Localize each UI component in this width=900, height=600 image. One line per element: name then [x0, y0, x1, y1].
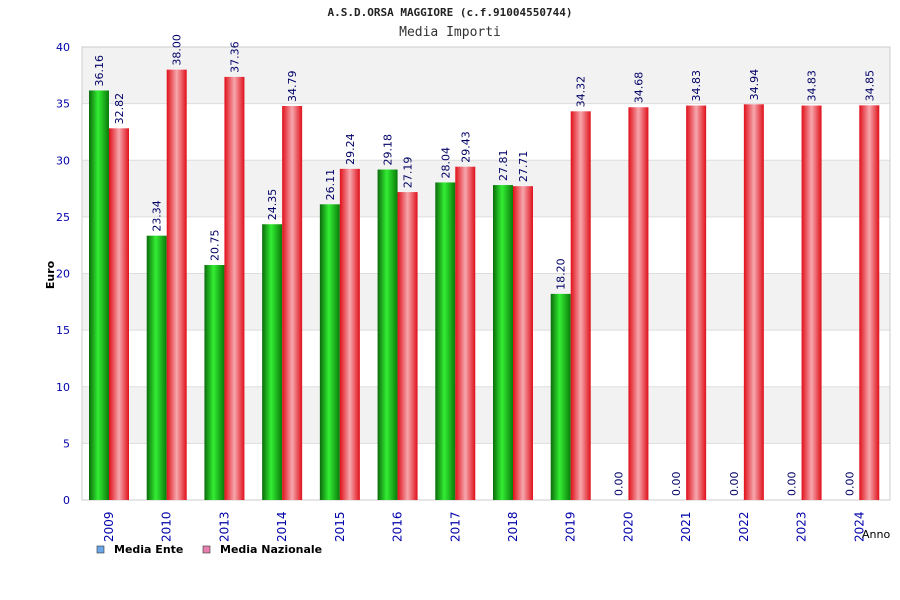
data-label: 34.83 — [806, 70, 819, 102]
bar-media-ente — [377, 169, 398, 500]
bar-media-nazionale — [109, 128, 129, 500]
x-tick-label: 2020 — [621, 511, 635, 542]
y-tick-label: 10 — [56, 381, 70, 394]
chart-title: A.S.D.ORSA MAGGIORE (c.f.91004550744) — [327, 6, 573, 19]
y-tick-label: 15 — [56, 324, 70, 337]
x-tick-label: 2018 — [506, 511, 520, 542]
y-tick-label: 40 — [56, 41, 70, 54]
x-tick-label: 2013 — [217, 511, 231, 542]
bar-media-nazionale — [570, 111, 591, 501]
bar-media-nazionale — [859, 105, 880, 500]
x-tick-label: 2022 — [737, 511, 751, 542]
y-tick-label: 5 — [63, 437, 70, 450]
legend-swatch — [202, 545, 211, 554]
data-label: 0.00 — [786, 472, 799, 497]
x-tick-label: 2024 — [852, 511, 866, 542]
bar-media-nazionale — [282, 106, 303, 501]
x-tick-label: 2017 — [448, 511, 462, 542]
bar-media-ente — [262, 224, 283, 500]
x-tick-label: 2009 — [102, 511, 116, 542]
data-label: 34.83 — [690, 70, 703, 102]
y-tick-label: 25 — [56, 211, 70, 224]
bar-media-nazionale — [224, 76, 245, 500]
data-label: 34.32 — [575, 76, 588, 108]
bar-media-nazionale — [339, 168, 360, 500]
x-tick-label: 2019 — [564, 511, 578, 542]
data-label: 29.43 — [459, 131, 472, 163]
y-tick-label: 30 — [56, 154, 70, 167]
bar-media-nazionale — [455, 166, 476, 500]
grid-band — [82, 103, 890, 161]
data-label: 24.35 — [266, 189, 279, 221]
bar-media-ente — [89, 90, 109, 500]
grid-band — [82, 330, 890, 387]
data-label: 27.19 — [402, 157, 415, 189]
data-label: 29.24 — [344, 133, 357, 165]
data-label: 34.85 — [863, 70, 876, 102]
bar-media-nazionale — [397, 192, 418, 501]
grid-band — [82, 443, 890, 500]
grid-band — [82, 160, 890, 217]
data-label: 32.82 — [113, 93, 126, 125]
x-tick-label: 2023 — [795, 511, 809, 542]
data-label: 27.71 — [517, 151, 530, 183]
data-label: 34.68 — [632, 72, 645, 104]
data-label: 27.81 — [497, 150, 510, 182]
grid-band — [82, 216, 890, 274]
data-label: 23.34 — [151, 200, 164, 232]
data-label: 34.94 — [748, 69, 761, 101]
bar-media-nazionale — [743, 104, 764, 500]
data-label: 29.18 — [382, 134, 395, 166]
data-label: 18.20 — [555, 258, 568, 290]
data-label: 28.04 — [439, 147, 452, 179]
legend-item: Media Nazionale — [220, 543, 322, 556]
data-label: 38.00 — [171, 34, 184, 66]
grid-band — [82, 273, 890, 331]
legend-item: Media Ente — [114, 543, 183, 556]
x-tick-label: 2014 — [275, 511, 289, 542]
grid-band — [82, 47, 890, 104]
data-label: 34.79 — [286, 71, 299, 103]
x-tick-label: 2021 — [679, 511, 693, 542]
bar-media-nazionale — [513, 186, 533, 500]
data-label: 26.11 — [324, 169, 337, 201]
plot-frame — [81, 46, 891, 501]
x-axis-label: Anno — [862, 528, 890, 541]
bar-media-ente — [435, 182, 456, 500]
data-label: 20.75 — [208, 230, 221, 262]
bar-media-ente — [493, 185, 513, 500]
x-tick-label: 2016 — [391, 511, 405, 542]
bar-media-nazionale — [166, 69, 187, 501]
bar-media-ente — [146, 235, 167, 500]
bar-media-nazionale — [686, 105, 707, 501]
data-label: 0.00 — [728, 472, 741, 497]
data-label: 37.36 — [228, 41, 241, 73]
data-label: 0.00 — [843, 472, 856, 497]
y-tick-label: 20 — [56, 268, 70, 281]
x-tick-label: 2010 — [160, 511, 174, 542]
bar-media-nazionale — [628, 107, 649, 501]
data-label: 0.00 — [670, 472, 683, 497]
grid-band — [82, 386, 890, 444]
y-tick-label: 0 — [63, 494, 70, 507]
chart-subtitle: Media Importi — [399, 25, 501, 40]
bar-media-ente — [550, 293, 571, 500]
x-tick-label: 2015 — [333, 511, 347, 542]
y-tick-label: 35 — [56, 98, 70, 111]
y-axis-label: Euro — [44, 260, 57, 289]
data-label: 36.16 — [93, 55, 106, 87]
legend-swatch — [96, 545, 105, 554]
bar-media-nazionale — [801, 105, 822, 501]
bar-media-ente — [204, 265, 225, 500]
data-label: 0.00 — [612, 472, 625, 497]
bar-media-ente — [319, 204, 340, 500]
